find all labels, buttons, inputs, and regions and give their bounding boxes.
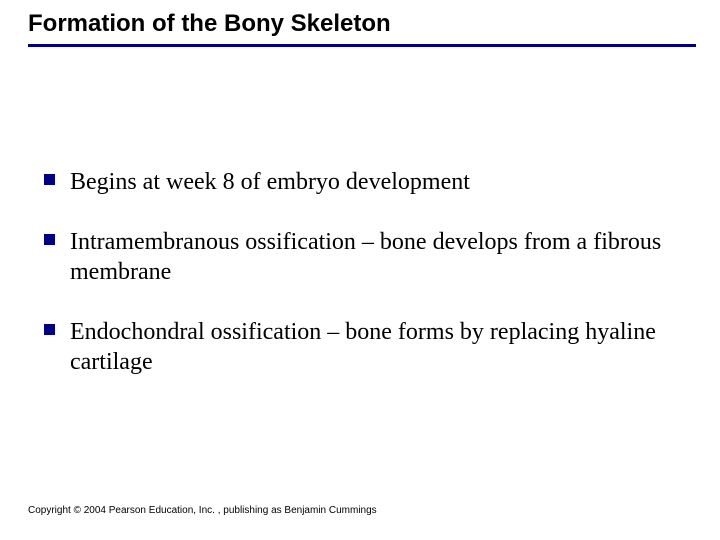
copyright-footer: Copyright © 2004 Pearson Education, Inc.… — [28, 505, 377, 516]
slide-title: Formation of the Bony Skeleton — [28, 10, 720, 38]
bullet-text: Intramembranous ossification – bone deve… — [70, 229, 661, 285]
bullet-text: Endochondral ossification – bone forms b… — [70, 319, 656, 375]
slide: Formation of the Bony Skeleton Begins at… — [0, 0, 720, 540]
content-area: Begins at week 8 of embryo development I… — [0, 47, 720, 377]
bullet-text: Begins at week 8 of embryo development — [70, 169, 470, 195]
list-item: Intramembranous ossification – bone deve… — [42, 227, 680, 287]
bullet-list: Begins at week 8 of embryo development I… — [42, 167, 680, 377]
list-item: Endochondral ossification – bone forms b… — [42, 317, 680, 377]
list-item: Begins at week 8 of embryo development — [42, 167, 680, 197]
title-block: Formation of the Bony Skeleton — [0, 0, 720, 47]
